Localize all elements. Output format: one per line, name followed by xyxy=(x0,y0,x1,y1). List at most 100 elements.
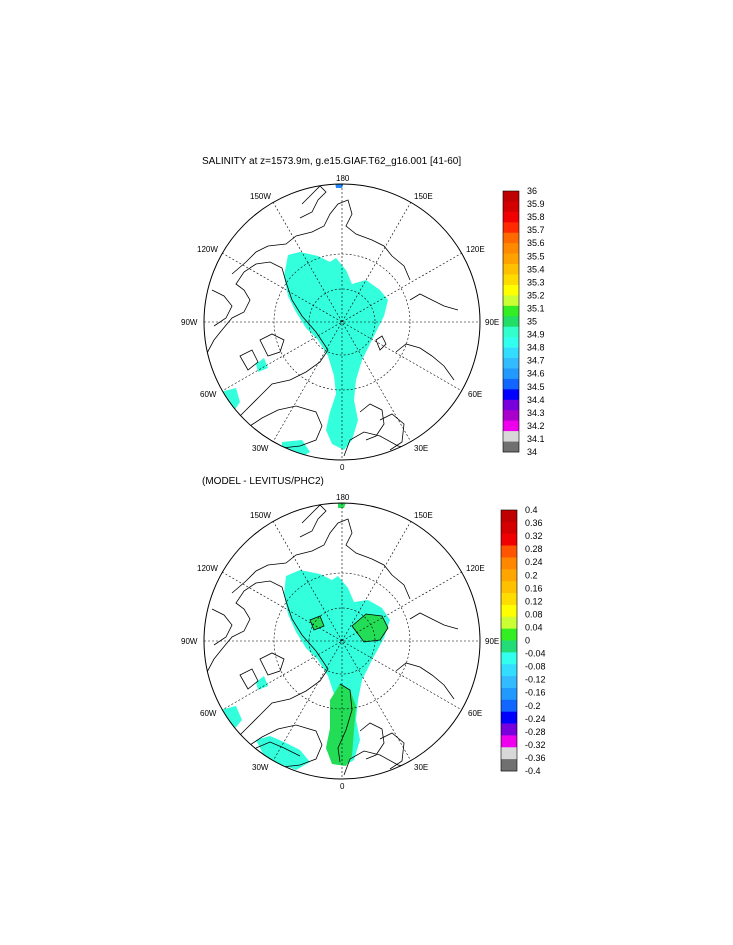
lon-label-60w-2: 60W xyxy=(200,709,217,718)
colorbar-swatch xyxy=(503,347,519,359)
colorbar-label: 0.04 xyxy=(525,622,543,632)
colorbar-label: -0.2 xyxy=(525,701,541,711)
colorbar-swatch xyxy=(503,399,519,411)
polar-map-1: 180 0 90W 90E 150W 120W 60W 30W 150E 120… xyxy=(181,174,499,472)
panel1-title: SALINITY at z=1573.9m, g.e15.GIAF.T62_g1… xyxy=(202,156,462,167)
colorbar-swatch xyxy=(501,711,517,724)
lat-label-0-2: 0 xyxy=(340,782,345,791)
colorbar-swatch xyxy=(501,616,517,629)
colorbar-label: 34.5 xyxy=(527,382,545,392)
colorbar-swatch xyxy=(501,581,517,594)
lon-label-150w-2: 150W xyxy=(250,511,271,520)
lon-label-60e: 60E xyxy=(468,390,482,399)
colorbar-label: -0.28 xyxy=(525,727,546,737)
colorbar-label: -0.16 xyxy=(525,688,546,698)
lon-label-30e: 30E xyxy=(414,444,428,453)
colorbar-label: 35.1 xyxy=(527,303,545,313)
colorbar-swatch xyxy=(501,723,517,736)
colorbar-swatch xyxy=(501,652,517,665)
colorbar-swatch xyxy=(503,295,519,307)
colorbar-label: 0.12 xyxy=(525,596,543,606)
colorbar-label: 35 xyxy=(527,317,537,327)
colorbar-label: -0.24 xyxy=(525,714,546,724)
colorbar-swatch xyxy=(503,243,519,254)
difference-field xyxy=(220,503,390,770)
colorbar-label: -0.08 xyxy=(525,662,546,672)
colorbar-label: 34 xyxy=(527,447,537,457)
colorbar-swatch xyxy=(503,222,519,234)
colorbar-label: 35.3 xyxy=(527,277,545,287)
colorbar-frame xyxy=(500,509,518,772)
colorbar-label: 0.4 xyxy=(525,505,538,515)
colorbar-swatch xyxy=(501,593,517,606)
colorbar-swatch xyxy=(503,211,519,223)
colorbar-swatch xyxy=(503,264,519,275)
colorbar-swatch xyxy=(501,521,517,535)
colorbar-swatch xyxy=(503,316,519,328)
graticule xyxy=(204,184,480,460)
colorbar-label: 36 xyxy=(527,186,537,196)
colorbar-label: 34.4 xyxy=(527,395,545,405)
colorbar-swatch xyxy=(503,191,519,202)
colorbar-label: 0.2 xyxy=(525,570,538,580)
colorbar-swatch xyxy=(501,759,517,772)
lon-label-90e: 90E xyxy=(485,318,499,327)
colorbar-swatch xyxy=(503,253,519,265)
lon-label-60e-2: 60E xyxy=(468,709,482,718)
colorbar-label: -0.04 xyxy=(525,649,546,659)
colorbar-frame xyxy=(502,190,520,453)
lat-label-180: 180 xyxy=(336,174,350,183)
colorbar-swatch xyxy=(501,545,517,558)
lon-label-60w: 60W xyxy=(200,390,217,399)
colorbar-swatch xyxy=(503,389,519,401)
lon-label-150e-2: 150E xyxy=(414,511,433,520)
lat-label-180-2: 180 xyxy=(336,493,350,502)
colorbar-label: 35.8 xyxy=(527,212,545,222)
colorbar-swatch xyxy=(503,368,519,380)
colorbar-label: 34.8 xyxy=(527,343,545,353)
coastlines xyxy=(205,185,459,457)
colorbar-1: 36 35.9 35.8 35.7 35.6 35.5 35.4 35.3 35.2 35.1 35… xyxy=(502,186,545,457)
colorbar-label: 34.7 xyxy=(527,356,545,366)
colorbar-label: 0.08 xyxy=(525,609,543,619)
colorbar-swatch xyxy=(503,420,519,432)
lon-label-90w-2: 90W xyxy=(181,637,198,646)
colorbar-label: -0.32 xyxy=(525,740,546,750)
lon-label-30w: 30W xyxy=(252,444,269,453)
colorbar-swatch xyxy=(503,201,519,213)
colorbar-swatch xyxy=(503,326,519,338)
colorbar-2: 0.4 0.36 0.32 0.28 0.24 0.2 0.16 0.12 0.08 0.04 0 -… xyxy=(500,505,546,776)
lon-label-30w-2: 30W xyxy=(252,763,269,772)
colorbar-label: 35.7 xyxy=(527,225,545,235)
colorbar-label: 35.5 xyxy=(527,251,545,261)
colorbar-label: -0.12 xyxy=(525,675,546,685)
colorbar-swatch xyxy=(503,284,519,296)
polar-map-2: 180 0 90W 90E 150W 120W 60W 30W 150E 120… xyxy=(181,493,499,791)
colorbar-label: 0.16 xyxy=(525,583,543,593)
colorbar-label: 0.36 xyxy=(525,518,543,528)
lon-label-90w: 90W xyxy=(181,318,198,327)
lon-label-120e-2: 120E xyxy=(466,564,485,573)
colorbar-swatch xyxy=(501,569,517,582)
colorbar-label: 35.2 xyxy=(527,290,545,300)
colorbar-swatch xyxy=(503,232,519,244)
colorbar-label: 0.28 xyxy=(525,544,543,554)
colorbar-label: 34.9 xyxy=(527,330,545,340)
colorbar-label: 34.6 xyxy=(527,369,545,379)
colorbar-label: 0 xyxy=(525,636,530,646)
colorbar-label: 34.1 xyxy=(527,434,545,444)
graticule-2 xyxy=(204,503,480,779)
colorbar-label: 34.2 xyxy=(527,421,545,431)
colorbar-swatch xyxy=(503,431,519,442)
colorbar-label: 35.4 xyxy=(527,264,545,274)
colorbar-swatch xyxy=(503,358,519,369)
lon-label-30e-2: 30E xyxy=(414,763,428,772)
colorbar-label: 0.24 xyxy=(525,557,543,567)
colorbar-swatch xyxy=(503,305,519,317)
colorbar-swatch xyxy=(501,676,517,689)
colorbar-swatch xyxy=(501,699,517,712)
colorbar-swatch xyxy=(503,441,519,453)
lon-label-90e-2: 90E xyxy=(485,637,499,646)
colorbar-label: 35.6 xyxy=(527,238,545,248)
